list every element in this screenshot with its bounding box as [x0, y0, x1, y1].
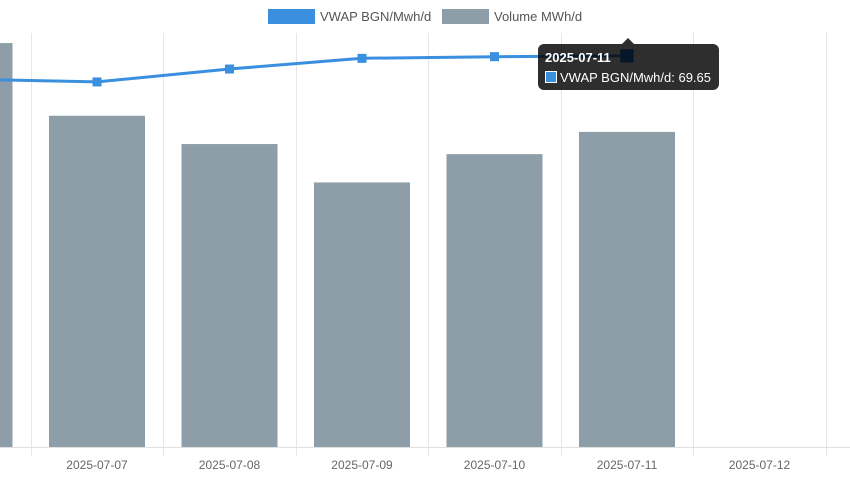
tooltip-label: VWAP BGN/Mwh/d: 69.65: [560, 70, 712, 85]
bar-volume-2025-07-09[interactable]: [314, 182, 410, 448]
legend-label-volume[interactable]: Volume MWh/d: [494, 9, 582, 24]
x-tick-label: 2025-07-11: [597, 458, 658, 472]
legend-swatch-volume[interactable]: [442, 9, 489, 24]
bar-volume-2025-07-07[interactable]: [49, 115, 145, 448]
bar-volume-2025-07-08[interactable]: [181, 144, 278, 447]
grid-lines: [0, 33, 850, 456]
x-tick-label: 2025-07-10: [464, 458, 526, 472]
bar-volume-2025-07-11[interactable]: [579, 131, 675, 448]
bar-series-volume: [0, 43, 675, 448]
x-axis: 2025-07-07 2025-07-08 2025-07-09 2025-07-10…: [66, 458, 790, 472]
bar-volume-2025-07-06[interactable]: [0, 43, 13, 447]
tooltip: 2025-07-11 VWAP BGN/Mwh/d: 69.65: [538, 38, 719, 90]
legend: VWAP BGN/Mwh/d Volume MWh/d: [268, 9, 582, 24]
line-point-vwap-2025-07-09[interactable]: [357, 53, 367, 63]
bar-volume-2025-07-10[interactable]: [446, 154, 543, 447]
tooltip-title: 2025-07-11: [545, 50, 611, 65]
line-path-vwap: [0, 54, 628, 84]
legend-swatch-vwap[interactable]: [268, 9, 315, 24]
x-tick-label: 2025-07-07: [66, 458, 128, 472]
tooltip-swatch: [545, 71, 557, 83]
legend-label-vwap[interactable]: VWAP BGN/Mwh/d: [320, 9, 431, 24]
tooltip-row: VWAP BGN/Mwh/d: 69.65: [545, 69, 712, 87]
line-point-vwap-2025-07-10[interactable]: [490, 52, 499, 62]
x-tick-label: 2025-07-08: [199, 458, 261, 472]
x-tick-label: 2025-07-12: [729, 458, 791, 472]
x-tick-label: 2025-07-09: [331, 458, 393, 472]
line-point-vwap-2025-07-08[interactable]: [225, 64, 234, 74]
tooltip-caret: [622, 38, 634, 44]
line-point-vwap-2025-07-07[interactable]: [92, 77, 102, 87]
